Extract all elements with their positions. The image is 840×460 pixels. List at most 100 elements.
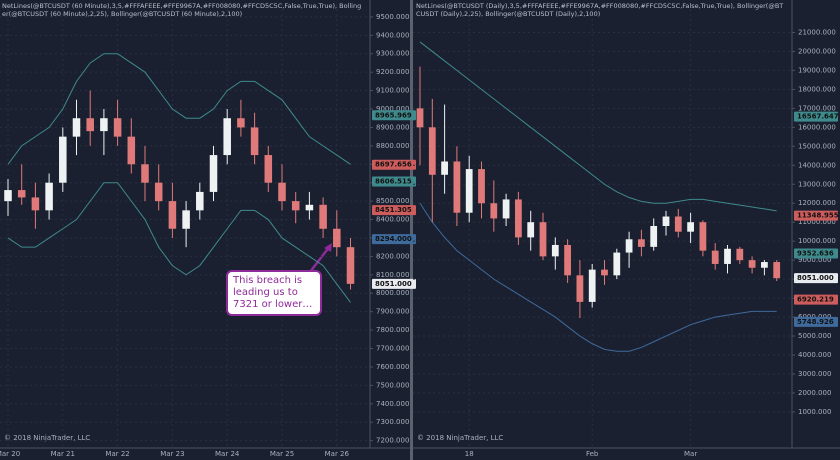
candle-body	[539, 222, 547, 257]
candle-body	[305, 204, 314, 211]
candle-body	[441, 161, 448, 175]
y-tick-label: 12000.000	[798, 199, 836, 207]
price-tag-label: 5748.926	[797, 318, 834, 326]
y-tick-label: 16000.000	[798, 123, 836, 131]
candle-body	[141, 164, 149, 183]
candle-body	[278, 182, 286, 202]
price-tag-label: 8051.000	[375, 280, 412, 288]
candle-body	[291, 201, 300, 211]
y-tick-label: 4000.000	[798, 351, 831, 359]
candle-body	[674, 216, 682, 232]
price-tag	[794, 248, 838, 259]
price-tag-label: 8697.656	[375, 161, 412, 169]
candle-body	[17, 190, 26, 198]
indicator-title: NetLines(@BTCUSDT (60 Minute),3,5,#FFFAF…	[2, 2, 362, 18]
y-tick-label: 5000.000	[798, 332, 831, 340]
y-tick-label: 11000.000	[798, 218, 836, 226]
candle-body	[86, 118, 94, 132]
copyright: © 2018 NinjaTrader, LLC	[4, 434, 90, 442]
y-tick-label: 20000.000	[798, 47, 836, 55]
candle-body	[527, 222, 535, 238]
y-tick-label: 2000.000	[798, 389, 831, 397]
price-tag-label: 8451.305	[375, 206, 412, 214]
price-tag	[372, 234, 416, 245]
candle-body	[127, 136, 136, 165]
candle-body	[588, 269, 596, 302]
candle-body	[601, 269, 608, 276]
candle-body	[4, 190, 12, 202]
candle-body	[182, 210, 190, 229]
y-tick-label: 3000.000	[798, 370, 831, 378]
y-tick-label: 9100.000	[376, 87, 409, 95]
y-tick-label: 7400.000	[376, 400, 409, 408]
x-tick-label: Mar 22	[105, 450, 129, 458]
candle-body	[576, 275, 584, 302]
bollinger-band	[419, 41, 777, 212]
candle-body	[416, 108, 424, 128]
bollinger-band	[7, 182, 351, 303]
y-tick-label: 10000.000	[798, 237, 836, 245]
price-tag	[794, 294, 838, 305]
y-tick-label: 8500.000	[376, 197, 409, 205]
candle-body	[346, 247, 355, 284]
candle-body	[724, 248, 731, 264]
candle-body	[736, 248, 744, 261]
bollinger-band	[7, 53, 351, 165]
candle-body	[490, 203, 498, 219]
y-tick-label: 13000.000	[798, 180, 836, 188]
candle-body	[699, 222, 707, 251]
candle-body	[100, 118, 108, 132]
price-tag	[372, 278, 416, 289]
y-tick-label: 8900.000	[376, 123, 409, 131]
y-tick-label: 9000.000	[798, 256, 831, 264]
candle-body	[154, 182, 163, 202]
price-tag	[372, 110, 416, 121]
y-tick-label: 8100.000	[376, 271, 409, 279]
price-tag	[794, 210, 838, 221]
y-tick-label: 7500.000	[376, 381, 409, 389]
candle-body	[748, 260, 756, 268]
y-tick-label: 9300.000	[376, 50, 409, 58]
candle-body	[613, 252, 621, 276]
x-tick-label: 18	[465, 450, 474, 458]
y-tick-label: 18000.000	[798, 85, 836, 93]
x-tick-label: Mar 24	[215, 450, 240, 458]
candle-body	[209, 155, 218, 192]
y-tick-label: 7200.000	[376, 437, 409, 445]
y-tick-label: 19000.000	[798, 66, 836, 74]
annotation: This breach is leading us to 7321 or low…	[226, 270, 322, 316]
candle-body	[168, 201, 177, 229]
price-tag-label: 8051.000	[797, 274, 834, 282]
candle-body	[453, 161, 461, 213]
candle-body	[45, 182, 53, 211]
candle-body	[761, 262, 768, 268]
price-tag-label: 11348.955	[797, 212, 839, 220]
y-tick-label: 15000.000	[798, 142, 836, 150]
candle-body	[428, 127, 436, 175]
candle-body	[319, 204, 327, 229]
price-tag-label: 6920.219	[797, 296, 834, 304]
price-tag	[372, 176, 416, 187]
x-tick-label: Feb	[586, 450, 599, 458]
x-tick-label: Mar 23	[160, 450, 184, 458]
price-tag	[794, 273, 838, 284]
x-tick-label: Mar	[684, 450, 697, 458]
y-tick-label: 8400.000	[376, 216, 409, 224]
y-tick-label: 8200.000	[376, 252, 409, 260]
price-tag-label: 8606.515	[375, 178, 412, 186]
annotation-arrowhead	[324, 243, 332, 252]
x-tick-label: Mar 21	[51, 450, 75, 458]
y-tick-label: 7700.000	[376, 345, 409, 353]
y-tick-label: 7300.000	[376, 418, 409, 426]
price-tag	[794, 316, 838, 327]
candle-body	[237, 118, 245, 128]
y-tick-label: 7600.000	[376, 363, 409, 371]
y-tick-label: 9000.000	[376, 105, 409, 113]
candle-body	[650, 226, 658, 247]
copyright: © 2018 NinjaTrader, LLC	[417, 434, 503, 442]
candle-body	[465, 169, 473, 213]
candle-body	[515, 199, 522, 238]
price-tag	[794, 111, 838, 122]
